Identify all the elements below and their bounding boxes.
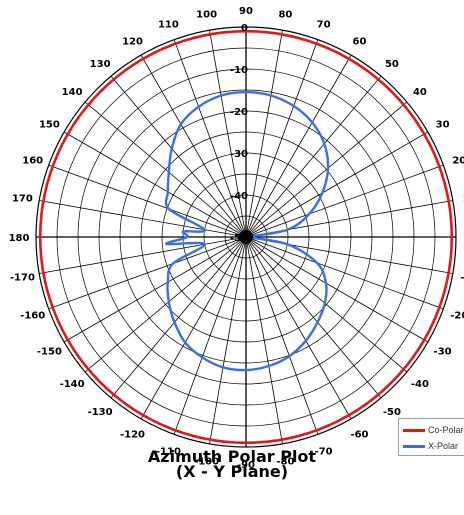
angle-label-200: -160 [20, 311, 45, 322]
series-layer [38, 29, 454, 445]
series-line-x-polar [164, 90, 330, 372]
angle-label-110: 110 [158, 20, 179, 31]
spoke-230 [110, 242, 242, 399]
angle-label-70: 70 [317, 20, 331, 31]
angle-label-310: -50 [383, 407, 401, 418]
angle-label-240: -120 [120, 430, 145, 441]
angle-label-250: -110 [156, 446, 181, 457]
angle-label-20: 20 [452, 155, 464, 166]
chart-title: Azimuth Polar Plot [147, 447, 317, 466]
angle-label-80: 80 [278, 9, 292, 20]
spoke-50 [250, 75, 382, 232]
ring-label-40: -40 [230, 191, 248, 202]
angle-label-140: 140 [62, 87, 83, 98]
spoke-310 [250, 242, 382, 399]
angle-label-40: 40 [413, 87, 427, 98]
spoke-200 [48, 239, 240, 310]
angle-label-210: -150 [37, 347, 62, 358]
legend-label-co-polar: Co-Polar [428, 425, 464, 435]
angle-label-10: 10 [463, 194, 464, 205]
angle-label-230: -130 [88, 407, 113, 418]
angle-label-30: 30 [436, 120, 450, 131]
polar-grid [35, 26, 457, 448]
ring-label-0: 0 [241, 23, 248, 34]
ring-label-30: -30 [230, 149, 248, 160]
spoke-60 [249, 54, 352, 232]
spoke-150 [63, 131, 241, 234]
ring-label-20: -20 [230, 107, 248, 118]
angle-label-170: 170 [12, 194, 33, 205]
spoke-100 [209, 30, 246, 231]
angle-label-60: 60 [353, 36, 367, 47]
spoke-300 [249, 242, 352, 420]
angle-label-150: 150 [39, 120, 60, 131]
series-line-co-polar [38, 29, 454, 445]
spoke-70 [248, 39, 319, 231]
angle-label-220: -140 [60, 379, 85, 390]
angle-label-270: -90 [237, 460, 255, 471]
angle-label-330: -30 [434, 347, 452, 358]
spoke-260 [209, 243, 246, 444]
spoke-30 [251, 131, 429, 234]
angle-label-350: -10 [461, 272, 464, 283]
spoke-240 [140, 242, 243, 420]
label-layer: 0-10-20-30-40-50010203040506070809010011… [9, 6, 464, 471]
angle-label-290: -70 [315, 446, 333, 457]
angle-label-50: 50 [385, 59, 399, 70]
center-dot [239, 230, 253, 244]
legend-item-co-polar: Co-Polar [403, 424, 464, 436]
spoke-320 [251, 241, 408, 373]
legend-label-x-polar: X-Polar [428, 441, 459, 451]
spoke-220 [84, 241, 241, 373]
spoke-130 [110, 75, 242, 232]
angle-label-160: 160 [22, 155, 43, 166]
angle-label-90: 90 [239, 6, 253, 17]
angle-label-300: -60 [350, 430, 368, 441]
legend-swatch-x-polar [403, 444, 425, 448]
chart-title-block: Azimuth Polar Plot (X - Y Plane) [0, 447, 464, 481]
spoke-20 [252, 164, 444, 235]
angle-label-320: -40 [411, 379, 429, 390]
legend-swatch-co-polar [403, 428, 425, 432]
spoke-80 [246, 30, 283, 231]
chart-subtitle: (X - Y Plane) [175, 462, 289, 481]
spoke-110 [173, 39, 244, 231]
angle-label-260: -100 [194, 457, 219, 468]
angle-label-190: -170 [10, 272, 35, 283]
spoke-210 [63, 240, 241, 343]
spoke-160 [48, 164, 240, 235]
spoke-280 [246, 243, 283, 444]
spoke-190 [39, 237, 240, 274]
angle-label-130: 130 [90, 59, 111, 70]
spoke-290 [248, 243, 319, 435]
spoke-250 [173, 243, 244, 435]
angle-label-280: -80 [276, 457, 294, 468]
ring-label-50: -50 [230, 233, 248, 244]
spoke-120 [140, 54, 243, 232]
angle-label-340: -20 [450, 311, 464, 322]
legend-item-x-polar: X-Polar [403, 440, 458, 452]
angle-label-100: 100 [196, 9, 217, 20]
angle-label-120: 120 [122, 36, 143, 47]
spoke-330 [251, 240, 429, 343]
legend: Co-Polar X-Polar [398, 418, 464, 456]
spoke-140 [84, 101, 241, 233]
ring-label-10: -10 [230, 65, 248, 76]
angle-label-180: 180 [9, 233, 30, 244]
spoke-340 [252, 239, 444, 310]
